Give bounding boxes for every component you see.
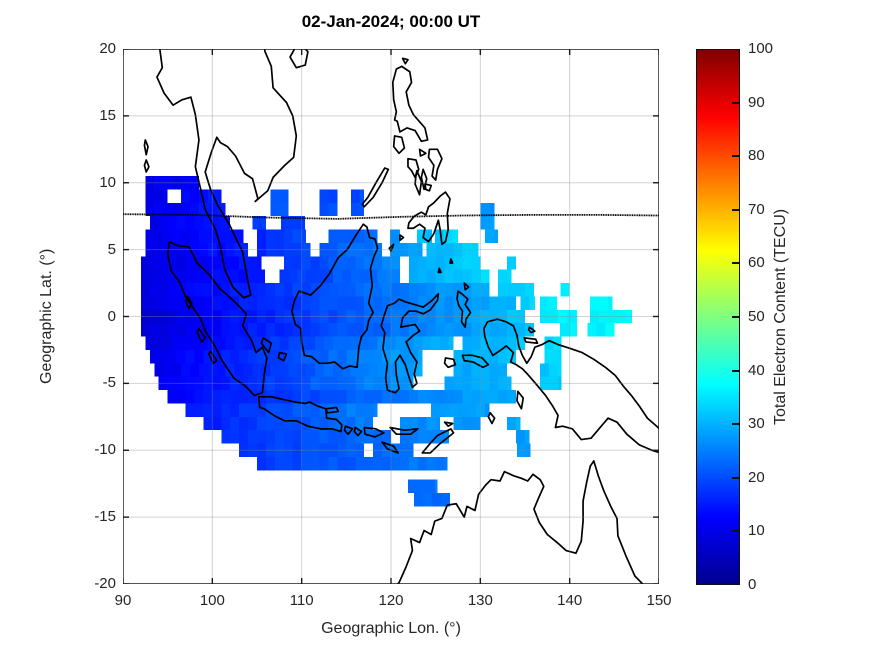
colorbar-tick-mark: [732, 208, 739, 211]
tec-heatmap-cells: [140, 176, 633, 507]
colorbar-tick-mark: [732, 101, 739, 104]
y-tick: -20: [94, 575, 116, 592]
colorbar-tick-mark: [732, 530, 739, 533]
colorbar-tick: 100: [748, 40, 774, 57]
map-plot-area: [123, 49, 659, 584]
colorbar-tick-mark: [732, 369, 739, 372]
y-tick: 10: [99, 173, 116, 191]
y-tick: -5: [102, 374, 116, 392]
colorbar-tick: 0: [748, 576, 757, 593]
x-tick: 150: [646, 592, 672, 609]
x-tick: 130: [467, 592, 493, 609]
y-tick: 15: [99, 106, 116, 124]
colorbar-tick-mark: [732, 316, 739, 318]
colorbar-tick: 60: [748, 254, 765, 272]
x-tick: 100: [199, 592, 225, 609]
colorbar-tick: 40: [748, 361, 765, 379]
coastlines: [144, 49, 659, 584]
colorbar-tick: 80: [748, 147, 765, 165]
colorbar-label: Total Electron Content (TECU): [772, 208, 789, 426]
x-tick: 140: [557, 592, 583, 609]
x-tick: 120: [378, 592, 404, 609]
magnetic-dip-equator-line: [123, 214, 659, 219]
y-axis-label: Geographic Lat. (°): [38, 248, 55, 385]
colorbar-tick: 50: [748, 308, 765, 325]
y-tick: 5: [107, 240, 116, 258]
plot-title: 02-Jan-2024; 00:00 UT: [301, 12, 481, 31]
colorbar-tick-mark: [732, 155, 739, 158]
x-axis-label: Geographic Lon. (°): [321, 620, 461, 637]
x-tick: 90: [114, 592, 132, 609]
colorbar-tick-mark: [732, 476, 739, 479]
axis-tick-marks: [123, 49, 659, 584]
colorbar-tick: 10: [748, 522, 765, 540]
y-tick: 20: [99, 40, 116, 57]
colorbar-tick: 20: [748, 468, 765, 486]
y-tick: -15: [94, 508, 116, 526]
x-tick: 110: [289, 592, 314, 609]
colorbar-tick: 90: [748, 93, 765, 111]
colorbar-tick-mark: [732, 262, 739, 265]
colorbar: [696, 49, 740, 585]
colorbar-tick: 70: [748, 200, 765, 218]
colorbar-tick-mark: [732, 423, 739, 426]
colorbar-tick: 30: [748, 415, 765, 433]
y-tick: 0: [107, 307, 116, 325]
grid-lines: [123, 49, 659, 584]
y-tick: -10: [94, 441, 116, 459]
